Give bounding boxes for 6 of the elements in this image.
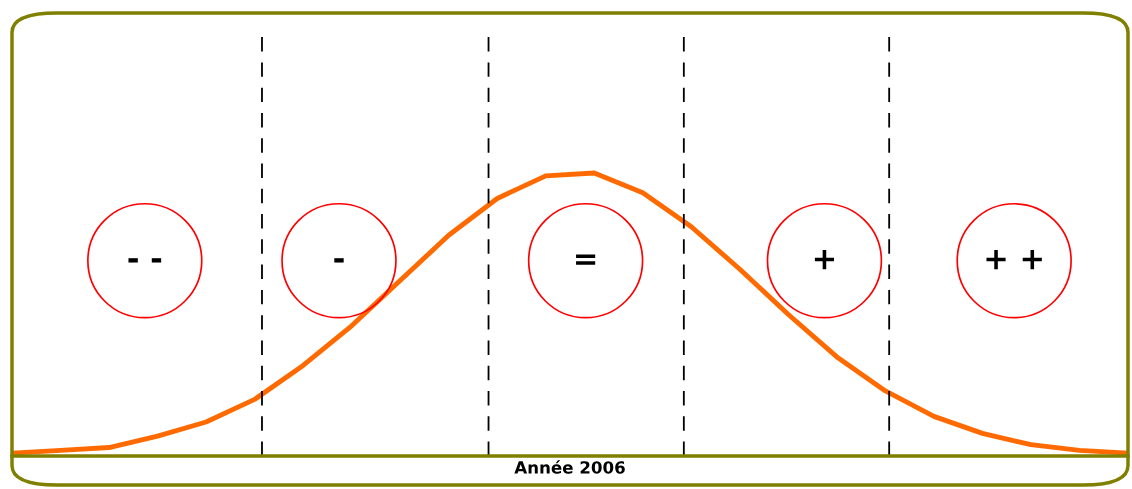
annotation: - - xyxy=(128,258,162,263)
annotation: - xyxy=(334,258,344,263)
x-axis-title: Année 2006 xyxy=(514,460,625,474)
annotation: = xyxy=(576,254,596,265)
annotation: + xyxy=(814,250,835,270)
annotation: + + xyxy=(986,250,1042,270)
